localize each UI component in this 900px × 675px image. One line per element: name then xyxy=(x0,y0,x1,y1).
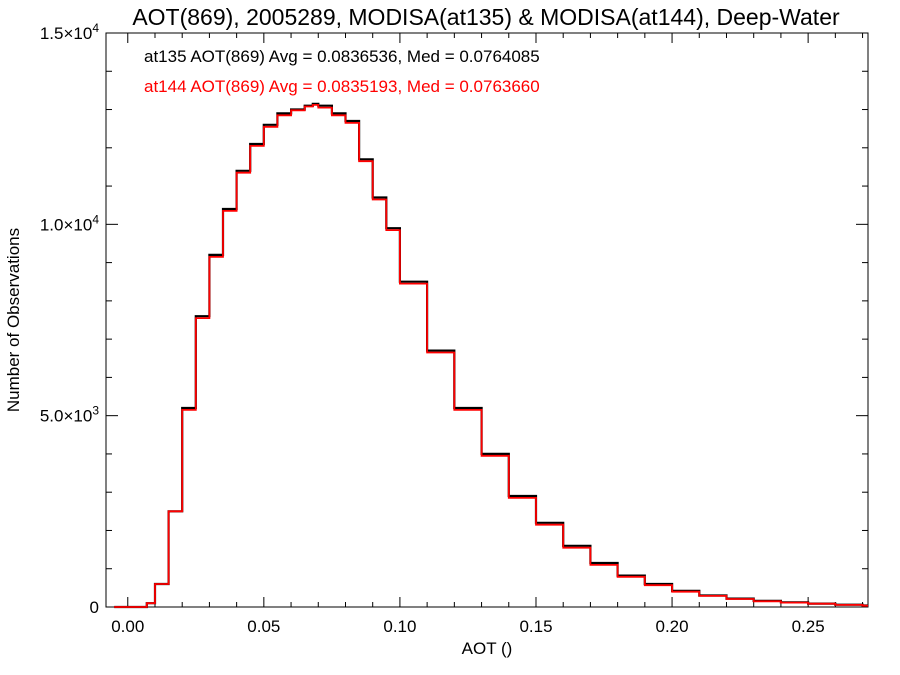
annotation-at144: at144 AOT(869) Avg = 0.0835193, Med = 0.… xyxy=(144,77,540,96)
y-tick-mantissa: 1.0×10 xyxy=(40,215,92,234)
series-line-at135 xyxy=(114,102,868,609)
series-line-at144 xyxy=(114,104,868,608)
series-layer xyxy=(114,102,868,609)
x-tick-label: 0.05 xyxy=(247,617,280,636)
x-axis-ticks: 0.00 0.05 0.10 0.15 0.20 0.25 xyxy=(111,33,864,636)
y-tick-label: 0 xyxy=(90,598,99,617)
plot-frame xyxy=(105,32,869,608)
y-tick-label: 1.0×104 xyxy=(40,212,99,234)
x-tick-label: 0.20 xyxy=(656,617,689,636)
y-tick-mantissa: 5.0×10 xyxy=(40,407,92,426)
x-tick-label: 0.25 xyxy=(792,617,825,636)
x-tick-label: 0.10 xyxy=(383,617,416,636)
y-tick-mantissa: 0 xyxy=(90,598,99,617)
annotation-at135: at135 AOT(869) Avg = 0.0836536, Med = 0.… xyxy=(144,47,540,66)
y-tick-exponent: 3 xyxy=(92,404,99,418)
plot-area: 0.00 0.05 0.10 0.15 0.20 0.25 05.0×1031.0×104… xyxy=(40,21,869,636)
y-tick-exponent: 4 xyxy=(92,21,99,35)
x-tick-label: 0.15 xyxy=(519,617,552,636)
y-tick-label: 1.5×104 xyxy=(40,21,99,43)
y-axis-label: Number of Observations xyxy=(4,228,23,412)
y-tick-mantissa: 1.5×10 xyxy=(40,24,92,43)
x-axis-label: AOT () xyxy=(462,639,513,658)
y-tick-label: 5.0×103 xyxy=(40,404,99,426)
x-tick-label: 0.00 xyxy=(111,617,144,636)
y-tick-exponent: 4 xyxy=(92,212,99,226)
chart-title: AOT(869), 2005289, MODISA(at135) & MODIS… xyxy=(132,4,840,30)
